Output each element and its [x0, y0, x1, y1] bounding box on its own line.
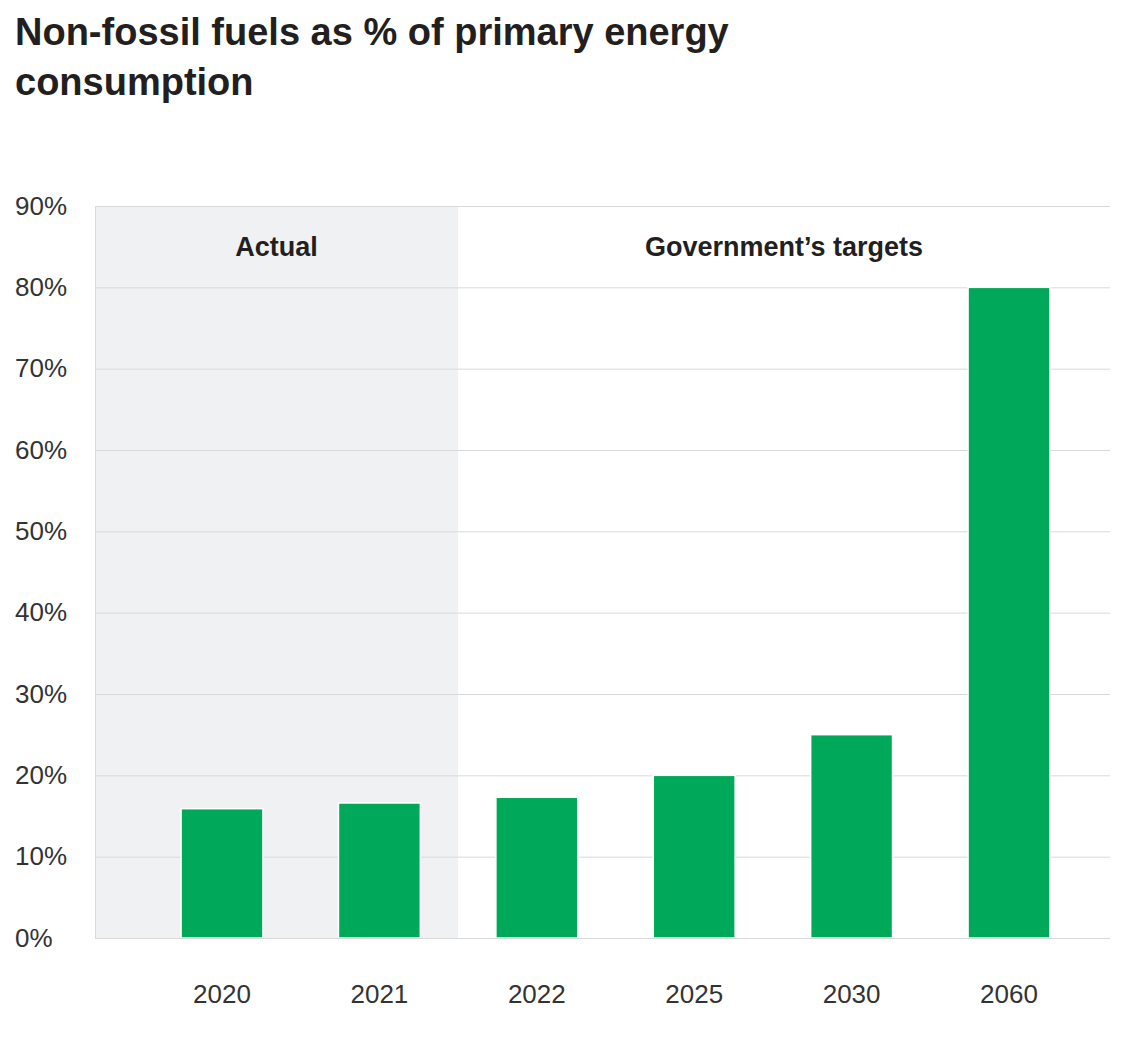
bar [653, 775, 735, 938]
grid-line [95, 938, 1110, 939]
grid-line [95, 287, 1110, 288]
y-tick-label: 0% [15, 923, 53, 953]
x-tick: 2060 [980, 938, 1038, 1009]
x-axis: 2020 2021 2022 2025 2030 2060 [144, 938, 1088, 1009]
y-tick-label: 10% [15, 841, 67, 871]
grid-line [95, 206, 1110, 207]
x-tick: 2025 [665, 938, 723, 1009]
y-tick: 30% [15, 679, 1110, 709]
grid-line [95, 531, 1110, 532]
y-tick-label: 40% [15, 597, 67, 627]
x-tick: 2022 [508, 938, 566, 1009]
x-tick-label: 2020 [193, 979, 251, 1009]
y-tick-label: 80% [15, 272, 67, 302]
y-tick-label: 30% [15, 679, 67, 709]
bar [811, 735, 893, 938]
x-axis-line [144, 938, 1088, 939]
x-tick-label: 2030 [823, 979, 881, 1009]
bar [496, 797, 578, 938]
chart-title: Non-fossil fuels as % of primary energyc… [15, 11, 729, 103]
x-tick: 2030 [823, 938, 881, 1009]
y-axis-line [95, 207, 96, 939]
region-label: Actual [235, 232, 318, 262]
x-tick: 2020 [193, 938, 251, 1009]
y-tick: 90% [15, 191, 1110, 221]
y-tick: 60% [15, 435, 1110, 465]
y-axis: 0% 10% 20% 30% 40% 50% 60% 70% 80% 90% [15, 191, 1110, 953]
bars [181, 287, 1050, 938]
y-tick: 40% [15, 597, 1110, 627]
grid-line [95, 450, 1110, 451]
bar [338, 803, 420, 938]
y-tick-label: 60% [15, 435, 67, 465]
y-tick-label: 20% [15, 760, 67, 790]
bar [968, 287, 1050, 938]
annotation-labels: Actual Government’s targets [235, 232, 923, 262]
bar [181, 809, 263, 938]
annotations [95, 206, 458, 938]
region-label: Government’s targets [645, 232, 923, 262]
y-tick-label: 70% [15, 353, 67, 383]
y-tick: 70% [15, 353, 1110, 383]
y-tick: 20% [15, 760, 1110, 790]
x-tick: 2021 [350, 938, 408, 1009]
region-shade [95, 206, 458, 938]
y-tick-label: 50% [15, 516, 67, 546]
background [0, 0, 1125, 1038]
y-tick: 50% [15, 516, 1110, 546]
x-tick-label: 2021 [350, 979, 408, 1009]
chart-svg: Actual Government’s targets 0% 10% 20% 30% 40%… [0, 0, 1125, 1038]
grid-line [95, 613, 1110, 614]
grid-line [95, 775, 1110, 776]
grid-line [95, 694, 1110, 695]
x-tick-label: 2025 [665, 979, 723, 1009]
x-tick-label: 2022 [508, 979, 566, 1009]
grid-line [95, 369, 1110, 370]
y-tick: 80% [15, 272, 1110, 302]
x-tick-label: 2060 [980, 979, 1038, 1009]
y-tick-label: 90% [15, 191, 67, 221]
